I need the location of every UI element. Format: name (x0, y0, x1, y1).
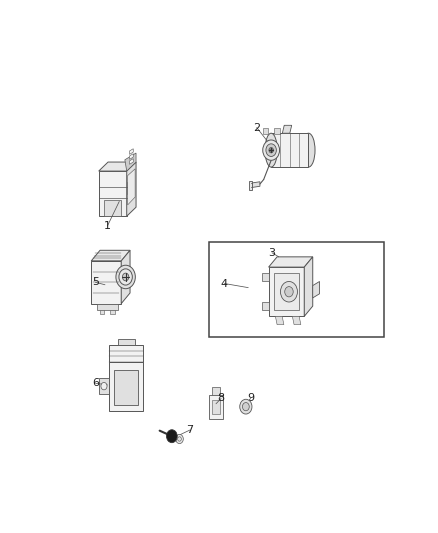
Circle shape (119, 269, 132, 285)
Polygon shape (209, 395, 223, 419)
Polygon shape (293, 317, 301, 325)
Polygon shape (104, 200, 121, 216)
Polygon shape (252, 182, 260, 188)
Polygon shape (109, 345, 143, 361)
Polygon shape (262, 273, 268, 281)
Polygon shape (274, 273, 299, 310)
Text: 9: 9 (247, 393, 254, 403)
Circle shape (176, 434, 184, 443)
Polygon shape (268, 267, 304, 317)
Circle shape (101, 383, 107, 390)
Circle shape (116, 265, 135, 289)
Polygon shape (274, 127, 279, 134)
Text: 8: 8 (218, 393, 225, 403)
Polygon shape (99, 162, 136, 171)
Ellipse shape (302, 133, 315, 167)
Polygon shape (117, 339, 134, 345)
Circle shape (266, 144, 276, 157)
Ellipse shape (265, 133, 277, 167)
Text: 5: 5 (92, 277, 99, 287)
Polygon shape (130, 159, 133, 164)
Circle shape (269, 148, 273, 153)
Polygon shape (99, 171, 127, 216)
Circle shape (263, 140, 279, 160)
Polygon shape (304, 257, 313, 317)
Circle shape (178, 437, 181, 441)
Bar (209, 243, 384, 337)
Polygon shape (268, 257, 313, 267)
Circle shape (240, 399, 252, 414)
Polygon shape (130, 154, 133, 159)
Polygon shape (271, 133, 308, 167)
Text: 1: 1 (104, 221, 111, 231)
Circle shape (166, 430, 177, 443)
Polygon shape (127, 162, 136, 216)
Polygon shape (276, 317, 284, 325)
Polygon shape (127, 182, 132, 193)
Polygon shape (283, 125, 292, 133)
Polygon shape (109, 361, 143, 411)
Circle shape (243, 402, 249, 411)
Polygon shape (99, 378, 109, 394)
Text: 7: 7 (186, 425, 194, 435)
Polygon shape (125, 153, 136, 171)
Text: 3: 3 (268, 248, 276, 258)
Polygon shape (130, 149, 133, 155)
Polygon shape (100, 310, 104, 314)
Polygon shape (212, 386, 220, 395)
Polygon shape (249, 181, 252, 190)
Polygon shape (91, 251, 130, 261)
Polygon shape (212, 400, 220, 415)
Polygon shape (96, 304, 118, 310)
Polygon shape (110, 310, 114, 314)
Circle shape (280, 281, 297, 302)
Polygon shape (121, 251, 130, 304)
Text: 4: 4 (221, 279, 228, 288)
Text: 2: 2 (253, 123, 260, 133)
Text: 6: 6 (92, 378, 99, 388)
Polygon shape (127, 169, 135, 205)
Polygon shape (91, 261, 121, 304)
Circle shape (123, 273, 129, 281)
Polygon shape (114, 370, 138, 405)
Polygon shape (313, 281, 319, 298)
Polygon shape (263, 127, 268, 134)
Circle shape (285, 287, 293, 297)
Polygon shape (262, 302, 268, 310)
